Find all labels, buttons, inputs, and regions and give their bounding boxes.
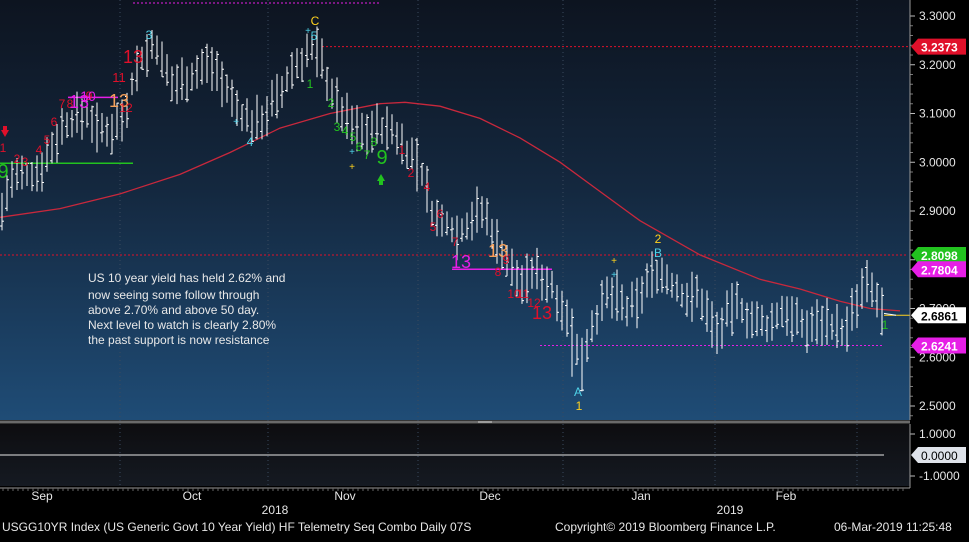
annotation-line-5: the past support is now resistance [88, 333, 270, 347]
plus-marker: + [349, 162, 355, 173]
seq-count-label: 7 [364, 148, 371, 162]
y-tick-label: 2.5000 [919, 399, 956, 413]
seq-count-label: B [654, 246, 662, 260]
seq-count-label: A [574, 385, 582, 399]
seq-count-label: 13 [532, 303, 552, 323]
seq-count-label: 2 [14, 152, 21, 166]
seq-count-label: 3 [146, 28, 153, 42]
seq-count-label: 6 [356, 140, 363, 154]
price-tag: 2.7804 [911, 261, 966, 277]
price-tag-label: 3.2373 [921, 41, 958, 55]
y-tick-label: 3.2000 [919, 58, 956, 72]
seq-count-label: 6 [51, 115, 58, 129]
price-tag-label: 2.7804 [921, 263, 958, 277]
seq-count-label: 6 [437, 207, 444, 221]
x-month-label: Oct [183, 489, 202, 503]
annotation-line-2: now seeing some follow through [88, 288, 259, 302]
seq-count-label: 4 [424, 180, 431, 194]
seq-count-label: 5 [311, 29, 318, 43]
price-tag: 2.6241 [911, 338, 966, 354]
y-tick-label: 3.3000 [919, 9, 956, 23]
x-month-label: Dec [479, 489, 500, 503]
y-tick-label: 3.0000 [919, 155, 956, 169]
seq-count-label: C [311, 14, 320, 28]
seq-count-label: 4 [342, 124, 349, 138]
seq-count-label: 3 [22, 155, 29, 169]
seq-count-label: 5 [430, 220, 437, 234]
seq-count-label: 3 [334, 120, 341, 134]
ticker-description: USGG10YR Index (US Generic Govt 10 Year … [2, 520, 471, 534]
annotation-line-3: above 2.70% and above 50 day. [88, 303, 259, 317]
indicator-tick-label: 1.0000 [919, 427, 956, 441]
plus-marker: + [611, 270, 617, 281]
price-tag-label: 2.6861 [921, 309, 958, 323]
indicator-value-tag: 0.0000 [921, 449, 958, 463]
x-axis: Sep Oct Nov Dec Jan Feb 2018 2019 [0, 488, 969, 518]
seq-count-label: 8 [495, 265, 502, 279]
seq-count-label: 11 [112, 70, 126, 85]
seq-count-label: 4 [247, 135, 254, 149]
seq-count-label: 13 [451, 252, 471, 272]
price-tag: 2.6861 [911, 307, 966, 323]
x-month-label: Jan [631, 489, 650, 503]
seq-count-label: 9 [0, 161, 9, 183]
seq-count-label: 1 [576, 399, 583, 413]
footer-bar: USGG10YR Index (US Generic Govt 10 Year … [0, 518, 969, 537]
seq-count-label: 13 [123, 47, 143, 67]
seq-count-label: 5 [44, 133, 51, 147]
plus-marker: + [611, 256, 617, 267]
x-month-label: Sep [31, 489, 53, 503]
buy-arrow-stem [379, 181, 383, 185]
copyright-text: Copyright© 2019 Bloomberg Finance L.P. [555, 520, 776, 534]
x-month-label: Feb [776, 489, 797, 503]
y-tick-label: 3.1000 [919, 107, 956, 121]
price-tag: 2.8098 [911, 247, 966, 263]
plus-marker: + [305, 26, 311, 37]
x-year-label: 2019 [717, 503, 744, 517]
x-year-label: 2018 [262, 503, 289, 517]
sell-arrow-stem [3, 126, 7, 130]
seq-count-label: 2 [655, 232, 662, 246]
seq-count-label: 9 [503, 253, 510, 267]
seq-count-label: 9 [376, 147, 387, 169]
price-tag-label: 2.6241 [921, 340, 958, 354]
seq-count-label: 7 [59, 97, 66, 111]
seq-count-label: 1 [399, 143, 406, 157]
seq-count-label: 7 [452, 235, 459, 249]
annotation-line-4: Next level to watch is clearly 2.80% [88, 318, 276, 332]
seq-count-label: 1 [307, 77, 314, 91]
y-axis-area [910, 0, 969, 488]
annotation-line-1: US 10 year yield has held 2.62% and [88, 271, 285, 285]
seq-count-label: 1 [882, 318, 889, 332]
indicator-tick-label: -1.0000 [919, 469, 960, 483]
seq-count-label: 12 [119, 101, 133, 115]
x-month-label: Nov [334, 489, 355, 503]
plus-marker: + [233, 117, 239, 128]
seq-count-label: 2 [408, 166, 415, 180]
seq-count-label: 1 [0, 141, 7, 155]
seq-count-label: 13 [69, 92, 89, 112]
y-tick-label: 2.9000 [919, 204, 956, 218]
seq-count-label: 2 [328, 96, 335, 110]
price-tag-label: 2.8098 [921, 249, 958, 263]
plus-marker: + [349, 147, 355, 158]
annotation-box: US 10 year yield has held 2.62% and now … [88, 271, 285, 347]
seq-count-label: 4 [36, 143, 43, 157]
price-tag: 3.2373 [911, 39, 966, 55]
timestamp-text: 06-Mar-2019 11:25:48 [834, 520, 952, 534]
